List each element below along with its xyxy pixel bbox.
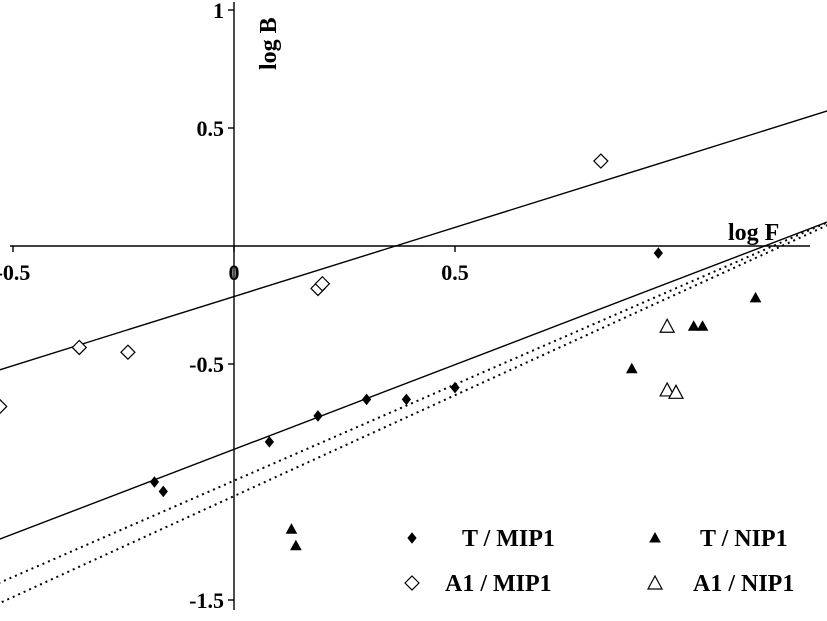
data-point: [625, 362, 638, 374]
y-tick-label: 1: [213, 0, 224, 23]
legend-marker: [407, 532, 417, 544]
data-point: [361, 393, 372, 406]
data-points: [0, 153, 762, 551]
data-point: [593, 153, 609, 169]
data-point: [290, 539, 302, 551]
y-tick-label: 0.5: [197, 116, 225, 141]
legend-label: A1 / MIP1: [445, 571, 552, 597]
data-point: [149, 476, 160, 488]
data-point: [71, 339, 88, 356]
data-point: [158, 485, 168, 498]
y-tick-label: -0.5: [189, 352, 224, 377]
data-point: [653, 247, 663, 259]
legend-marker: [646, 574, 664, 590]
data-point: [749, 291, 762, 303]
x-tick-label: 0.5: [441, 260, 469, 285]
legend-label: T / MIP1: [462, 526, 555, 552]
fit-line: [0, 221, 827, 540]
legend-label: T / NIP1: [700, 526, 788, 552]
x-tick-label: -0.5: [0, 260, 30, 285]
data-point: [667, 384, 685, 399]
axes: [10, 2, 810, 610]
x-axis-title: log F: [728, 220, 779, 246]
data-point: [659, 381, 676, 397]
data-point: [264, 436, 275, 448]
fit-lines: [0, 110, 827, 605]
data-point: [0, 398, 8, 415]
legend: T / MIP1 T / NIP1 A1 / MIP1 A1 / NIP1: [404, 526, 794, 597]
y-tick-label: -1.5: [189, 588, 224, 613]
fit-line: [0, 110, 827, 371]
data-point: [687, 320, 700, 331]
x-tick-label: 0: [229, 260, 240, 285]
data-point: [120, 344, 136, 361]
data-point: [314, 275, 331, 292]
data-point: [313, 410, 323, 422]
data-point: [659, 317, 676, 333]
data-point: [285, 523, 298, 534]
y-axis-title: log B: [256, 17, 282, 70]
legend-marker: [404, 575, 420, 591]
legend-marker: [649, 531, 661, 543]
legend-label: A1 / NIP1: [693, 571, 794, 597]
data-point: [696, 320, 709, 331]
data-point: [450, 381, 460, 394]
data-point: [401, 393, 412, 406]
